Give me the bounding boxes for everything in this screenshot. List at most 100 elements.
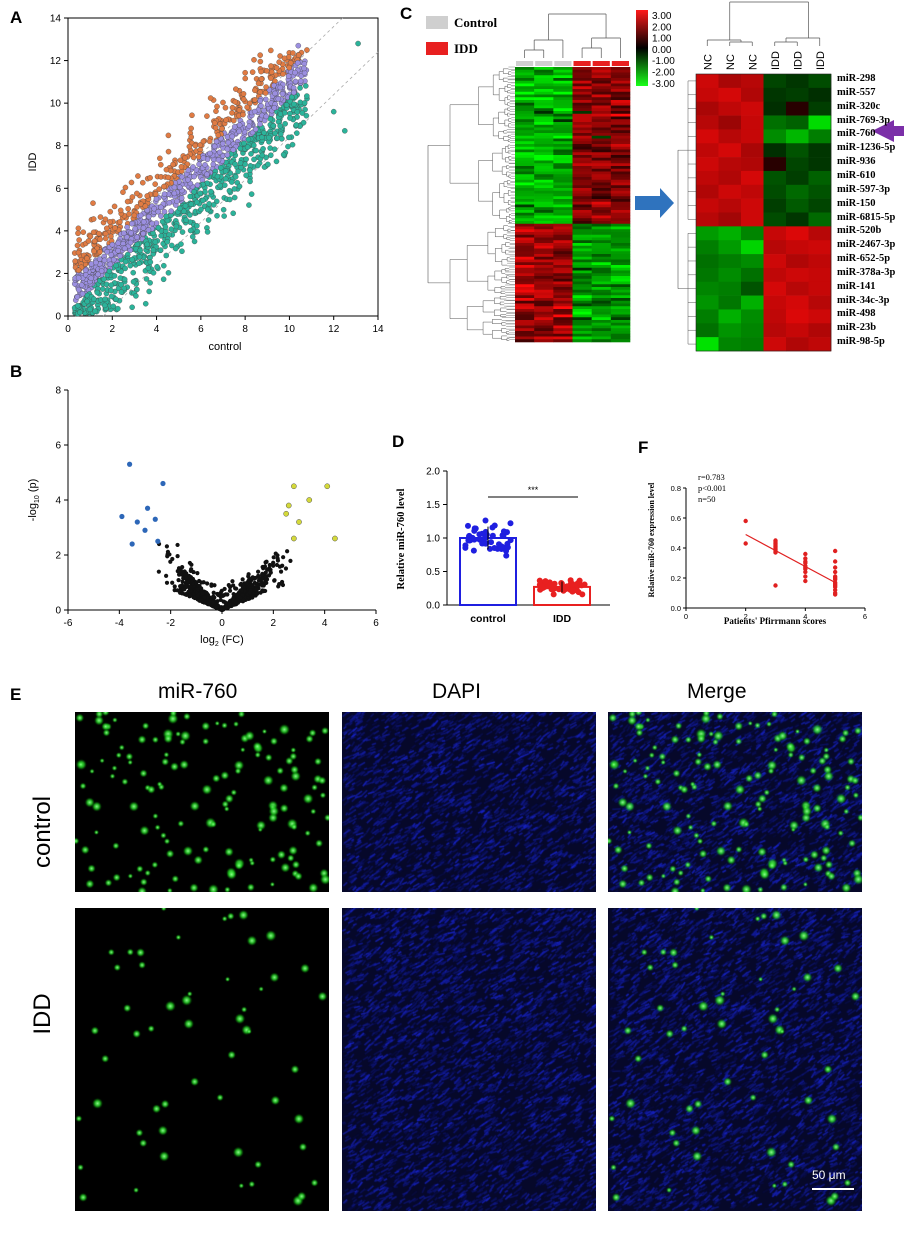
big-heatmap-cell (591, 177, 612, 181)
big-heatmap-cell (591, 311, 612, 315)
big-heatmap-cell (610, 226, 631, 230)
panel-d-xtick-label: control (470, 613, 506, 625)
big-heatmap-cell (553, 333, 573, 337)
big-heatmap-cell (553, 168, 573, 172)
panel-b-point (233, 599, 238, 604)
big-heatmap-cell (591, 89, 612, 93)
panel-d-bar: 0.0 0.5 1.0 1.5 2.0 *** control IDD Relative m… (396, 467, 610, 625)
panel-a-point (191, 173, 197, 180)
small-heatmap-cell (696, 101, 719, 116)
big-heatmap-cell (553, 124, 573, 128)
big-heatmap-cell (591, 166, 612, 170)
panel-a-point (165, 174, 172, 181)
big-heatmap-cell (572, 193, 592, 197)
panel-a-point (268, 63, 274, 69)
big-heatmap-cell (610, 292, 631, 296)
small-heatmap-cell (763, 309, 787, 324)
big-heatmap-cell (591, 292, 612, 296)
panel-a-point (152, 181, 158, 187)
panel-a-point (91, 296, 97, 302)
big-heatmap-cell (534, 298, 554, 302)
panel-d-point (581, 581, 588, 588)
big-heatmap-cell (572, 116, 592, 120)
big-heatmap-cell (572, 256, 592, 260)
big-heatmap-cell (591, 146, 612, 150)
big-heatmap-cell (591, 157, 612, 161)
panel-a-point (300, 119, 307, 126)
panel-a-point (214, 103, 220, 110)
panel-a-point (277, 53, 283, 59)
big-heatmap-cell (572, 152, 592, 156)
panel-a-point (155, 224, 162, 231)
panel-a-point (242, 69, 248, 76)
small-heatmap-cell (763, 254, 787, 269)
color-scale-label: 1.00 (652, 34, 672, 45)
small-heatmap-cell (808, 295, 832, 310)
big-heatmap-cell (534, 133, 554, 137)
panel-a-point (199, 177, 206, 183)
panel-b-point-up (283, 510, 290, 517)
panel-a-point (121, 245, 128, 252)
panel-b-point (248, 588, 253, 593)
big-heatmap (515, 67, 631, 343)
big-heatmap-cell (553, 237, 573, 241)
panel-a-point (251, 108, 258, 115)
panel-b-point (180, 591, 185, 596)
panel-b-point (227, 588, 233, 593)
big-heatmap-cell (591, 102, 612, 106)
big-heatmap-cell (515, 215, 535, 219)
panel-d-point (482, 540, 489, 547)
panel-a-point (147, 175, 153, 181)
panel-a-point (236, 183, 243, 190)
panel-a-point (303, 83, 309, 89)
big-heatmap-cell (534, 113, 554, 117)
panel-a-point (115, 247, 121, 254)
big-heatmap-cell (553, 306, 573, 310)
panel-b-point (214, 604, 219, 609)
panel-a-point (146, 288, 152, 295)
micrograph-control-merge (608, 712, 862, 892)
big-heatmap-cell (572, 336, 592, 340)
panel-b-point (235, 593, 240, 598)
panel-b-ytick-label: 4 (55, 496, 61, 507)
panel-a-point (91, 248, 97, 255)
big-heatmap-cell (610, 207, 631, 211)
big-heatmap-cell (534, 108, 554, 112)
big-heatmap-cell (572, 78, 592, 82)
panel-d-point (573, 581, 580, 588)
big-heatmap-cell (591, 333, 612, 337)
panel-a-point (342, 128, 348, 134)
panel-letter-e: E (10, 685, 22, 704)
panel-a-point (164, 239, 171, 245)
big-heatmap-cell (534, 237, 554, 241)
big-heatmap-cell (572, 223, 592, 227)
panel-a-point (169, 242, 175, 249)
panel-a-point (90, 229, 97, 236)
big-heatmap-cell (553, 116, 573, 120)
panel-d-point (536, 581, 543, 588)
big-heatmap-cell (572, 229, 592, 233)
panel-a-point (236, 128, 242, 135)
small-heatmap-cell (718, 129, 742, 144)
panel-a-xtick-label: 0 (65, 324, 71, 335)
panel-b-xlabel: log2 (FC) (200, 634, 244, 648)
panel-a-point (161, 183, 167, 190)
panel-b-point (205, 581, 210, 586)
big-heatmap-cell (553, 69, 573, 73)
panel-a-point (204, 171, 210, 178)
big-heatmap-cell (553, 256, 573, 260)
small-heatmap-cell (763, 87, 787, 102)
big-heatmap-cell (591, 237, 612, 241)
panel-a-point (257, 89, 263, 95)
big-heatmap-cell (572, 292, 592, 296)
panel-b-point (237, 595, 243, 600)
panel-a-point (101, 257, 108, 264)
panel-b-point-down (134, 519, 140, 525)
panel-b-xtick-label: 0 (219, 618, 225, 629)
big-heatmap-cell (515, 245, 535, 249)
panel-a-point (103, 225, 110, 232)
panel-b-point (191, 569, 196, 575)
big-heatmap-cell (591, 201, 612, 205)
panel-a-point (231, 194, 238, 201)
small-heatmap-cell (741, 254, 764, 269)
